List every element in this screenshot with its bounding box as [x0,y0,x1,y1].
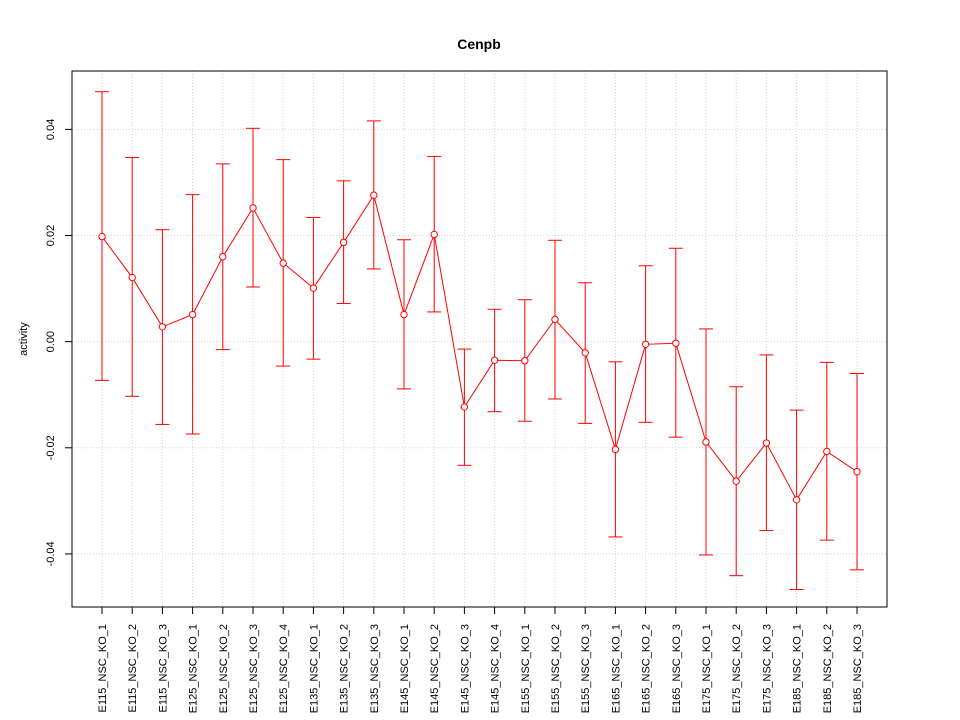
x-tick-label: E185_NSC_KO_1 [792,624,804,713]
x-tick-label: E115_NSC_KO_3 [157,624,169,712]
x-tick-label: E165_NSC_KO_2 [641,624,653,713]
y-tick-label: -0.04 [45,541,57,566]
data-point [823,447,831,456]
data-point [460,403,469,411]
x-axis: E115_NSC_KO_1 E115_NSC_KO_2 E115_NSC_KO_3 E… [97,607,864,713]
x-tick-label: E115_NSC_KO_1 [97,624,109,712]
x-tick-label: E135_NSC_KO_1 [308,624,320,713]
x-tick-label: E145_NSC_KO_2 [429,624,441,713]
data-point [98,232,106,241]
chart-title: Cenpb [457,36,501,52]
data-point [641,340,650,349]
data-point [702,438,710,446]
series-polyline [101,193,858,501]
x-tick-label: E165_NSC_KO_3 [671,624,683,713]
data-point [762,439,771,447]
error-bars [95,91,864,590]
data-point [581,349,589,357]
y-tick-label: 0.00 [45,331,57,352]
data-point [309,284,318,292]
x-tick-label: E125_NSC_KO_2 [218,624,230,713]
data-point [339,238,348,247]
data-point [279,259,287,267]
data-point [249,204,257,212]
x-tick-label: E175_NSC_KO_2 [731,624,743,713]
y-tick-label: 0.02 [45,225,57,246]
data-point [672,339,680,347]
x-tick-label: E145_NSC_KO_1 [399,624,411,713]
x-tick-label: E185_NSC_KO_3 [852,624,864,713]
series-line [101,193,858,501]
x-tick-label: E125_NSC_KO_1 [188,624,200,713]
data-point [792,496,801,504]
data-point [128,273,136,282]
x-tick-label: E165_NSC_KO_1 [610,624,622,713]
y-tick-label: 0.04 [45,119,57,140]
y-tick-label: -0.02 [45,435,57,460]
data-point [551,315,559,324]
data-point [188,310,197,319]
y-axis: -0.04 -0.02 0.00 0.02 0.04 [45,119,72,566]
x-tick-label: E155_NSC_KO_2 [550,624,562,713]
x-tick-label: E155_NSC_KO_3 [580,624,592,713]
x-tick-label: E115_NSC_KO_2 [127,624,139,712]
data-point [521,357,529,365]
y-axis-title: activity [18,322,30,356]
x-tick-label: E185_NSC_KO_2 [822,624,834,713]
x-tick-label: E175_NSC_KO_1 [701,624,713,713]
x-tick-label: E175_NSC_KO_3 [761,624,773,713]
data-point [732,477,740,485]
data-point [400,310,408,319]
data-point [219,253,227,261]
x-tick-label: E155_NSC_KO_1 [520,624,532,713]
data-point [370,191,378,199]
x-tick-label: E145_NSC_KO_3 [459,624,471,713]
x-tick-label: E125_NSC_KO_3 [248,624,260,713]
data-point [853,467,861,476]
plot-frame [71,70,888,608]
data-points [98,191,861,504]
x-tick-label: E135_NSC_KO_2 [339,624,351,713]
x-tick-label: E135_NSC_KO_3 [369,624,381,713]
data-point [158,323,167,331]
grid [72,71,887,607]
data-point [611,445,620,454]
x-tick-label: E125_NSC_KO_4 [278,624,290,713]
x-tick-label: E145_NSC_KO_4 [490,624,502,713]
data-point [490,356,499,364]
data-point [430,230,438,239]
